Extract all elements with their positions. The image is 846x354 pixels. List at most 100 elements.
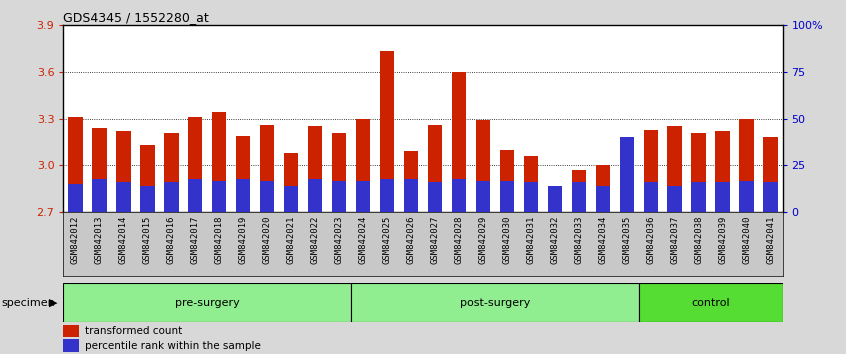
FancyBboxPatch shape: [639, 283, 783, 322]
Text: GSM842019: GSM842019: [239, 216, 248, 264]
Bar: [260, 181, 274, 212]
Bar: [236, 136, 250, 212]
Text: GSM842041: GSM842041: [766, 216, 775, 264]
Text: GSM842037: GSM842037: [670, 216, 679, 264]
Bar: [739, 119, 754, 212]
Bar: [332, 181, 346, 212]
Text: GSM842014: GSM842014: [119, 216, 128, 264]
Bar: [63, 339, 80, 352]
Text: GSM842025: GSM842025: [382, 216, 392, 264]
Bar: [92, 128, 107, 212]
Bar: [500, 150, 514, 212]
Bar: [763, 137, 777, 212]
Bar: [524, 182, 538, 212]
Text: GSM842030: GSM842030: [503, 216, 511, 264]
Bar: [667, 126, 682, 212]
Bar: [356, 119, 371, 212]
Text: GSM842038: GSM842038: [695, 216, 703, 264]
Bar: [596, 165, 610, 212]
Bar: [284, 186, 299, 212]
Bar: [404, 152, 418, 212]
Bar: [667, 186, 682, 212]
Text: GSM842022: GSM842022: [310, 216, 320, 264]
Bar: [619, 137, 634, 212]
Text: GSM842012: GSM842012: [71, 216, 80, 264]
Bar: [739, 181, 754, 212]
Bar: [69, 117, 83, 212]
Text: GSM842015: GSM842015: [143, 216, 151, 264]
Bar: [452, 72, 466, 212]
Text: GSM842040: GSM842040: [742, 216, 751, 264]
Bar: [63, 325, 80, 337]
Bar: [236, 179, 250, 212]
Bar: [475, 120, 490, 212]
Text: control: control: [691, 298, 730, 308]
Bar: [716, 182, 730, 212]
Text: GSM842029: GSM842029: [479, 216, 487, 264]
Bar: [260, 125, 274, 212]
Bar: [212, 181, 227, 212]
Bar: [644, 182, 658, 212]
Bar: [356, 181, 371, 212]
Bar: [188, 179, 202, 212]
Bar: [644, 130, 658, 212]
Bar: [188, 117, 202, 212]
Bar: [116, 131, 130, 212]
Bar: [524, 156, 538, 212]
Bar: [69, 184, 83, 212]
Bar: [140, 186, 155, 212]
Text: GSM842021: GSM842021: [287, 216, 295, 264]
Bar: [547, 186, 562, 212]
Text: GSM842035: GSM842035: [623, 216, 631, 264]
Text: GSM842036: GSM842036: [646, 216, 655, 264]
Bar: [92, 179, 107, 212]
Bar: [164, 182, 179, 212]
Text: GSM842017: GSM842017: [191, 216, 200, 264]
Bar: [428, 125, 442, 212]
Text: GSM842016: GSM842016: [167, 216, 176, 264]
Bar: [284, 153, 299, 212]
Bar: [619, 209, 634, 212]
Bar: [452, 179, 466, 212]
Bar: [140, 145, 155, 212]
Bar: [212, 112, 227, 212]
Bar: [716, 131, 730, 212]
Text: pre-surgery: pre-surgery: [175, 298, 239, 308]
Text: GSM842039: GSM842039: [718, 216, 727, 264]
Text: GSM842018: GSM842018: [215, 216, 223, 264]
Bar: [691, 182, 706, 212]
Text: GSM842013: GSM842013: [95, 216, 104, 264]
Bar: [380, 179, 394, 212]
Bar: [547, 186, 562, 212]
Bar: [475, 181, 490, 212]
Bar: [572, 182, 586, 212]
Text: GSM842024: GSM842024: [359, 216, 367, 264]
Bar: [500, 181, 514, 212]
Text: GSM842027: GSM842027: [431, 216, 439, 264]
Text: GSM842034: GSM842034: [598, 216, 607, 264]
Text: post-surgery: post-surgery: [459, 298, 530, 308]
Text: ▶: ▶: [49, 298, 58, 308]
FancyBboxPatch shape: [63, 283, 351, 322]
Bar: [572, 170, 586, 212]
Bar: [380, 51, 394, 212]
Text: GSM842031: GSM842031: [526, 216, 536, 264]
Text: percentile rank within the sample: percentile rank within the sample: [85, 341, 261, 351]
Text: GSM842032: GSM842032: [551, 216, 559, 264]
Text: specimen: specimen: [2, 298, 56, 308]
Bar: [763, 182, 777, 212]
Text: GDS4345 / 1552280_at: GDS4345 / 1552280_at: [63, 11, 209, 24]
Text: GSM842033: GSM842033: [574, 216, 583, 264]
Bar: [428, 182, 442, 212]
Bar: [308, 126, 322, 212]
Bar: [691, 133, 706, 212]
Text: transformed count: transformed count: [85, 326, 182, 336]
Bar: [116, 182, 130, 212]
Bar: [332, 133, 346, 212]
Bar: [164, 133, 179, 212]
Text: GSM842023: GSM842023: [335, 216, 343, 264]
Bar: [404, 179, 418, 212]
FancyBboxPatch shape: [351, 283, 639, 322]
Text: GSM842028: GSM842028: [454, 216, 464, 264]
Text: GSM842026: GSM842026: [407, 216, 415, 264]
